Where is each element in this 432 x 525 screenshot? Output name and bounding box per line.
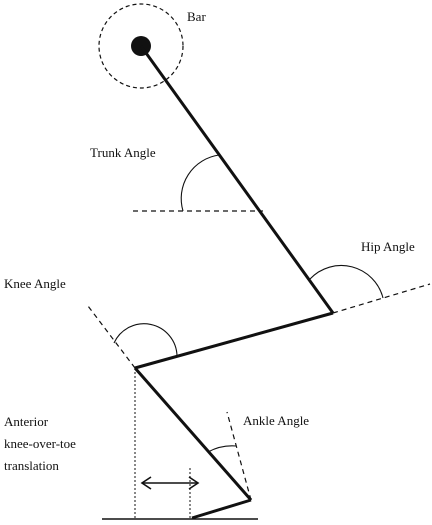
- ankle-reference-line: [226, 411, 252, 501]
- thigh-segment: [134, 311, 334, 370]
- trunk-angle-arc: [180, 154, 220, 212]
- hip-angle-arc: [309, 265, 384, 299]
- hip-angle-label: Hip Angle: [361, 239, 415, 254]
- knee-reference-line: [87, 305, 136, 369]
- ankle-angle-label: Ankle Angle: [243, 413, 309, 428]
- translation-label-line3: translation: [4, 458, 59, 473]
- trunk-segment: [139, 45, 335, 314]
- ankle-angle-arc: [207, 445, 237, 453]
- knee-angle-label: Knee Angle: [4, 276, 66, 291]
- bar-dashed-circle: [98, 3, 184, 89]
- translation-label-line1: Anterior: [4, 414, 49, 429]
- translation-arrowhead-left: [140, 476, 152, 490]
- bar-label: Bar: [187, 9, 206, 24]
- trunk-angle-label: Trunk Angle: [90, 145, 156, 160]
- foot-segment: [191, 498, 252, 520]
- shank-segment: [133, 367, 253, 501]
- hip-reference-line: [332, 283, 431, 314]
- translation-arrowhead-right: [188, 476, 200, 490]
- translation-label-line2: knee-over-toe: [4, 436, 76, 451]
- knee-angle-arc: [113, 323, 178, 357]
